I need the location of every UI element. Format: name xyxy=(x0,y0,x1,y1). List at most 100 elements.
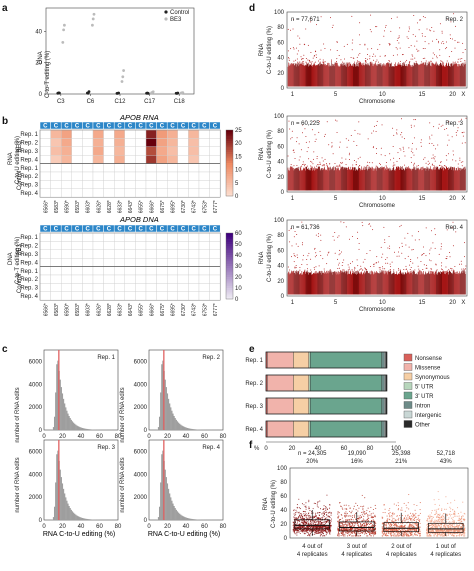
f-point xyxy=(416,524,419,526)
f-point xyxy=(340,528,342,530)
d-outlier-point xyxy=(312,57,314,59)
heatmap-cell xyxy=(198,283,210,292)
f-point xyxy=(346,531,348,533)
f-point xyxy=(370,535,372,537)
heatmap-cell xyxy=(209,138,221,147)
f-point xyxy=(362,508,364,510)
heatmap-cell xyxy=(156,171,168,181)
heatmap-cell xyxy=(103,249,115,259)
f-point xyxy=(369,511,371,513)
f-point xyxy=(323,505,325,507)
d-outlier-point xyxy=(454,25,456,27)
f-point xyxy=(320,522,322,524)
d-outlier-point xyxy=(431,268,433,270)
f-point xyxy=(293,516,295,518)
f-point xyxy=(414,509,416,511)
c-hist-bar xyxy=(77,516,79,520)
d-outlier-point xyxy=(431,164,433,166)
c-letter: C xyxy=(202,227,207,233)
d-outlier-point xyxy=(314,134,316,136)
d-outlier-point xyxy=(413,125,415,127)
f-point xyxy=(348,532,350,534)
d-outlier-point xyxy=(351,235,353,237)
d-outlier-point xyxy=(329,269,331,271)
d-outlier-point xyxy=(464,242,466,244)
e-bar-frame xyxy=(265,397,388,415)
d-outlier-point xyxy=(403,151,405,153)
heatmap-cell xyxy=(166,249,178,259)
group-label-be3: BE3 xyxy=(17,140,23,152)
heatmap-cell xyxy=(188,163,200,173)
f-point xyxy=(389,524,391,526)
scale-step xyxy=(226,134,233,137)
d-outlier-point xyxy=(452,150,454,152)
f-point xyxy=(337,521,340,523)
d-outlier-point xyxy=(380,154,382,156)
f-point xyxy=(346,514,348,516)
d-outlier-point xyxy=(419,19,421,21)
d-outlier-point xyxy=(368,223,370,225)
d-outlier-point xyxy=(381,124,383,126)
f-point xyxy=(408,516,410,518)
d-outlier-point xyxy=(440,243,442,245)
d-outlier-point xyxy=(446,60,448,62)
d-outlier-point xyxy=(382,268,384,270)
d-outlier-point xyxy=(453,269,455,271)
f-point xyxy=(381,516,383,518)
f-point xyxy=(337,523,339,525)
heatmap-cell xyxy=(135,154,147,164)
heatmap-cell xyxy=(39,129,51,139)
f-point xyxy=(312,512,314,514)
f-point xyxy=(313,525,315,527)
c-hist-bar xyxy=(60,387,62,430)
d-outlier-point xyxy=(345,226,347,228)
f-point xyxy=(351,516,353,519)
f-point xyxy=(337,517,339,519)
scale-step xyxy=(226,160,233,164)
d-outlier-point xyxy=(406,268,408,270)
f-point xyxy=(389,515,391,517)
d-outlier-point xyxy=(361,221,363,223)
f-point xyxy=(382,528,384,530)
f-point xyxy=(316,530,318,532)
heatmap-cell xyxy=(82,188,94,198)
f-point xyxy=(296,532,298,534)
f-point xyxy=(323,514,325,516)
d-outlier-point xyxy=(316,155,318,157)
scale-step xyxy=(226,288,233,291)
d-outlier-point xyxy=(465,117,467,119)
scale-step xyxy=(226,132,233,135)
f-point xyxy=(351,510,353,512)
heatmap-cell xyxy=(39,163,51,173)
f-point xyxy=(317,520,319,523)
scale-step xyxy=(226,252,233,256)
heatmap-cell xyxy=(209,249,221,259)
c-letter: C xyxy=(75,124,80,130)
f-point xyxy=(388,518,390,520)
d-n-label: n = 60,225 xyxy=(291,121,320,127)
scale-tick: 20 xyxy=(235,141,242,147)
heatmap-cell xyxy=(177,180,189,189)
f-point xyxy=(392,518,394,520)
c-hist-bar xyxy=(72,512,75,520)
d-outlier-point xyxy=(447,153,449,155)
d-outlier-point xyxy=(407,255,409,257)
f-point xyxy=(390,523,392,525)
d-outlier-point xyxy=(296,233,298,235)
f-point xyxy=(307,514,309,516)
heatmap-cell xyxy=(188,188,200,198)
f-point xyxy=(374,525,376,527)
d-outlier-point xyxy=(396,48,398,50)
c-hist-bar xyxy=(82,518,85,520)
d-outlier-point xyxy=(434,228,436,230)
d-ylabel-1: RNA xyxy=(259,252,265,265)
f-point xyxy=(305,531,307,533)
e-bar-segment xyxy=(381,351,385,369)
d-outlier-point xyxy=(336,41,338,43)
f-point xyxy=(322,525,324,527)
f-point xyxy=(295,517,297,519)
f-point xyxy=(367,519,369,521)
heatmap-cell xyxy=(188,138,200,147)
heatmap-cell xyxy=(177,283,189,292)
